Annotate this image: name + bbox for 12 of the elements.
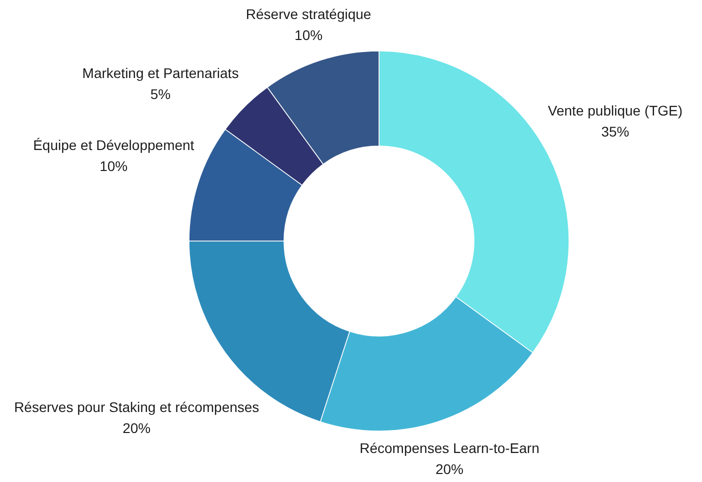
- slice-label: Récompenses Learn-to-Earn: [360, 440, 540, 456]
- slice-label: Vente publique (TGE): [548, 102, 683, 119]
- slice-label: Réserves pour Staking et récompenses: [14, 399, 260, 416]
- slice-label: Équipe et Développement: [33, 136, 194, 153]
- data-label: 20%: [122, 420, 151, 436]
- data-label: 10%: [100, 158, 128, 174]
- slice-label: Réserve stratégique: [246, 6, 372, 22]
- data-label: 20%: [435, 461, 464, 477]
- slice-label: Marketing et Partenariats: [82, 65, 239, 82]
- data-label: 10%: [294, 27, 323, 44]
- data-label: 35%: [601, 124, 630, 140]
- data-label: 5%: [150, 86, 171, 102]
